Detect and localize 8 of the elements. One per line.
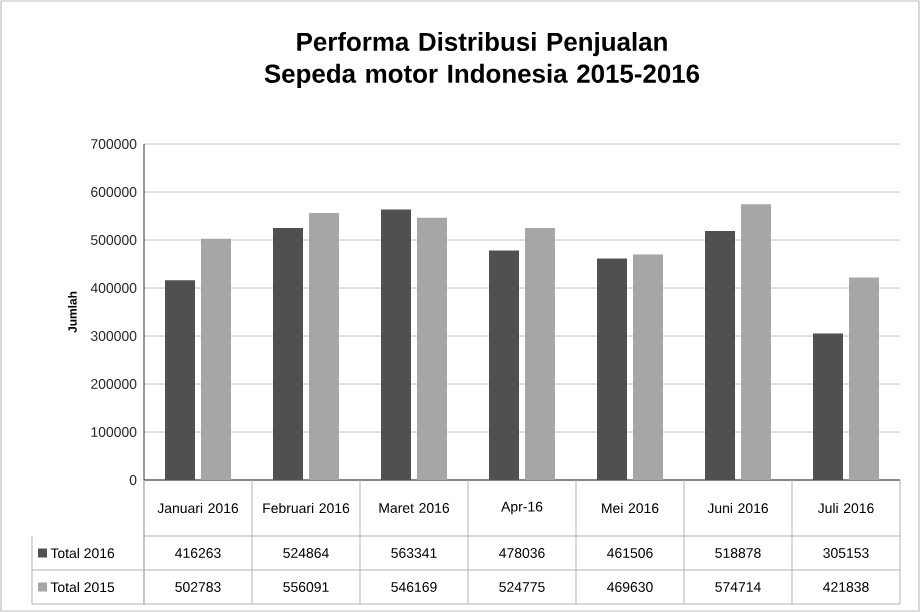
bar — [489, 250, 520, 480]
bar — [381, 209, 412, 480]
bar — [813, 333, 844, 480]
bar — [597, 258, 628, 480]
bar — [273, 228, 304, 480]
bar — [165, 280, 196, 480]
chart-title: Performa Distribusi Penjualan Sepeda motor Indonesia 2015-2016 — [264, 31, 700, 89]
bar — [705, 230, 736, 480]
